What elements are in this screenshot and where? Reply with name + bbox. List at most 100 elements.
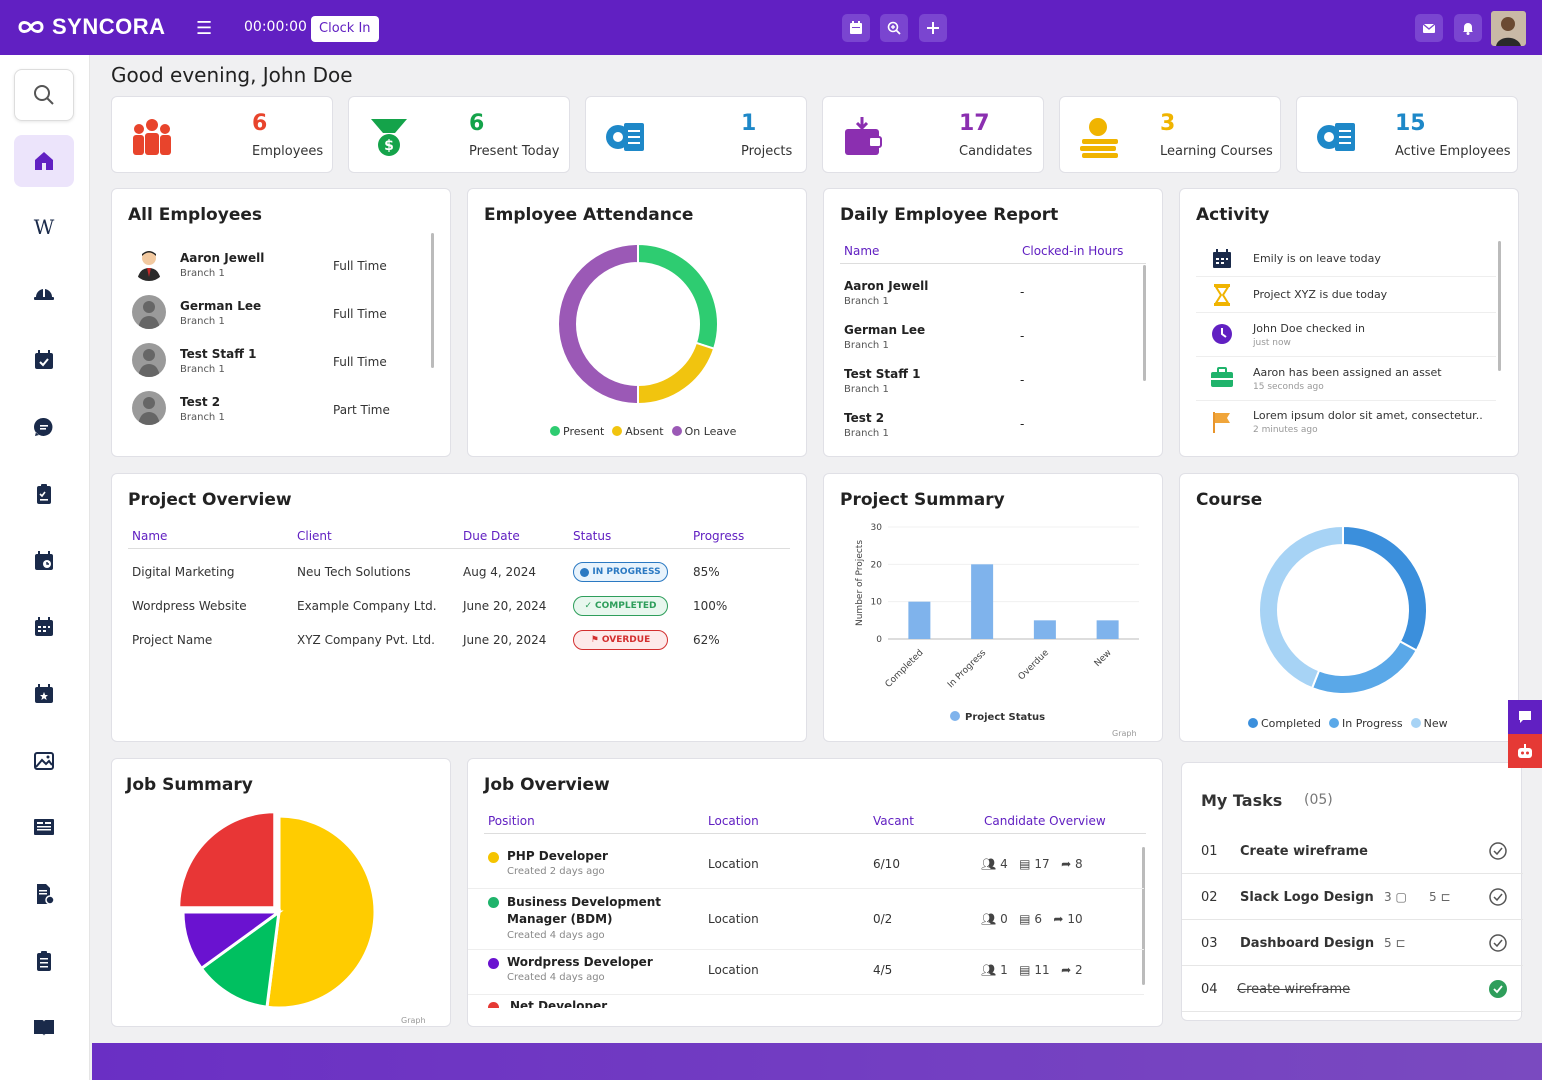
chart-slice[interactable] bbox=[1258, 524, 1344, 690]
sidebar-item-library[interactable] bbox=[14, 1001, 74, 1053]
stat-label: Employees bbox=[252, 144, 324, 159]
list-item[interactable]: Test 2 Branch 1 Part Time bbox=[132, 391, 422, 431]
task-check-icon[interactable] bbox=[1488, 933, 1508, 953]
table-row[interactable]: Business Development Manager (BDM) Creat… bbox=[468, 890, 1144, 950]
chart-slice[interactable] bbox=[1310, 639, 1418, 695]
task-check-icon[interactable] bbox=[1488, 841, 1508, 861]
attendance-donut-chart[interactable] bbox=[548, 234, 728, 414]
activity-item[interactable]: Emily is on leave today bbox=[1196, 241, 1496, 277]
task-check-icon[interactable] bbox=[1488, 887, 1508, 907]
stat-card-employees[interactable]: 6 Employees bbox=[111, 96, 333, 173]
activity-item[interactable]: John Doe checked in just now bbox=[1196, 313, 1496, 357]
sidebar-item-schedule[interactable] bbox=[14, 535, 74, 587]
document-icon: ▤ bbox=[1019, 912, 1031, 926]
activity-item[interactable]: Project XYZ is due today bbox=[1196, 277, 1496, 313]
chat-fab[interactable] bbox=[1508, 700, 1542, 734]
table-row[interactable]: Digital Marketing Neu Tech Solutions Aug… bbox=[112, 560, 808, 590]
sidebar-item-attendance[interactable] bbox=[14, 334, 74, 386]
legend-item[interactable]: In Progress bbox=[1329, 717, 1403, 730]
table-row[interactable]: Wordpress Developer Created 4 days ago L… bbox=[468, 951, 1144, 995]
job-location: Location bbox=[708, 912, 759, 926]
list-item[interactable]: German Lee Branch 1 Full Time bbox=[132, 295, 422, 335]
notifications-button[interactable] bbox=[1454, 14, 1482, 42]
stat-card-candidates[interactable]: 17 Candidates bbox=[822, 96, 1044, 173]
table-row[interactable]: Test 2 Branch 1 - bbox=[844, 411, 1124, 447]
add-button[interactable] bbox=[919, 14, 947, 42]
task-done-icon[interactable] bbox=[1488, 979, 1508, 999]
legend-item[interactable]: On Leave bbox=[671, 425, 736, 438]
chart-slice[interactable] bbox=[177, 810, 277, 910]
list-item[interactable]: Test Staff 1 Branch 1 Full Time bbox=[132, 343, 422, 383]
chart-slice[interactable] bbox=[637, 242, 719, 350]
project-summary-bar-chart[interactable]: 0 10 20 30 Number of Projects Completed In Pro… bbox=[824, 514, 1164, 739]
sidebar-item-news[interactable] bbox=[14, 801, 74, 853]
team-icon bbox=[133, 119, 171, 155]
sidebar-item-calendar[interactable] bbox=[14, 601, 74, 653]
course-donut-chart[interactable] bbox=[1257, 524, 1429, 696]
job-summary-pie-chart[interactable] bbox=[174, 807, 384, 1017]
table-row[interactable]: PHP Developer Created 2 days ago Locatio… bbox=[468, 845, 1144, 889]
stat-label: Present Today bbox=[469, 144, 560, 159]
user-avatar[interactable] bbox=[1491, 11, 1526, 46]
chart-slice[interactable] bbox=[265, 814, 377, 1010]
sidebar-search-button[interactable] bbox=[14, 69, 74, 121]
chart-slice[interactable] bbox=[1342, 524, 1428, 652]
table-row[interactable]: Net Developer bbox=[468, 996, 1144, 1008]
calendar-check-icon bbox=[35, 350, 53, 369]
calendar-clock-icon bbox=[35, 551, 53, 570]
chart-bar[interactable] bbox=[1033, 620, 1056, 639]
chart-slice[interactable] bbox=[199, 908, 281, 1009]
bot-fab[interactable] bbox=[1508, 734, 1542, 768]
sidebar-item-reports-settings[interactable] bbox=[14, 868, 74, 920]
chart-bar[interactable] bbox=[971, 564, 994, 639]
scrollbar[interactable] bbox=[1143, 265, 1146, 381]
zoom-button[interactable] bbox=[880, 14, 908, 42]
messages-button[interactable] bbox=[1415, 14, 1443, 42]
legend-item[interactable]: Absent bbox=[612, 425, 664, 438]
stat-card-projects[interactable]: 1 Projects bbox=[585, 96, 807, 173]
task-row[interactable]: 02 Slack Logo Design 3 ▢ 5 ⊏ bbox=[1182, 875, 1523, 920]
project-summary-card: Project Summary 0 10 20 30 Number of Project… bbox=[823, 473, 1163, 742]
job-vacant: 6/10 bbox=[873, 857, 900, 871]
task-name: Create wireframe bbox=[1237, 982, 1351, 997]
scrollbar[interactable] bbox=[431, 233, 434, 368]
calendar-button[interactable] bbox=[842, 14, 870, 42]
scrollbar[interactable] bbox=[1498, 241, 1501, 371]
sidebar-item-helmet[interactable] bbox=[14, 267, 74, 319]
table-row[interactable]: Aaron Jewell Branch 1 - bbox=[844, 279, 1124, 315]
chart-slice[interactable] bbox=[637, 341, 716, 406]
menu-toggle-icon[interactable]: ☰ bbox=[196, 18, 213, 39]
task-row[interactable]: 03 Dashboard Design 5 ⊏ bbox=[1182, 921, 1523, 966]
stat-card-learning-courses[interactable]: 3 Learning Courses bbox=[1059, 96, 1281, 173]
sidebar-item-home[interactable] bbox=[14, 135, 74, 187]
activity-item[interactable]: Aaron has been assigned an asset 15 seco… bbox=[1196, 357, 1496, 401]
legend-item[interactable]: Present bbox=[550, 425, 604, 438]
chart-slice[interactable] bbox=[557, 242, 639, 406]
sidebar-item-events[interactable] bbox=[14, 668, 74, 720]
table-row[interactable]: Project Name XYZ Company Pvt. Ltd. June … bbox=[112, 628, 808, 658]
sidebar-item-tasks[interactable] bbox=[14, 468, 74, 520]
stat-card-present-today[interactable]: $ 6 Present Today bbox=[348, 96, 570, 173]
list-item[interactable]: Aaron Jewell Branch 1 Full Time bbox=[132, 247, 422, 287]
scrollbar[interactable] bbox=[1142, 847, 1145, 985]
task-row[interactable]: 04 Create wireframe bbox=[1182, 967, 1523, 1012]
legend-item[interactable]: Completed bbox=[1248, 717, 1321, 730]
table-row[interactable]: German Lee Branch 1 - bbox=[844, 323, 1124, 359]
legend-item[interactable]: New bbox=[1410, 717, 1448, 730]
sidebar-item-chat[interactable] bbox=[14, 401, 74, 453]
chart-bar[interactable] bbox=[908, 601, 931, 639]
task-row[interactable]: 01 Create wireframe bbox=[1182, 829, 1523, 874]
clock-in-button[interactable]: Clock In bbox=[311, 16, 379, 42]
chart-legend[interactable]: Project Status bbox=[950, 711, 1045, 723]
stat-card-active-employees[interactable]: 15 Active Employees bbox=[1296, 96, 1518, 173]
sidebar-item-gallery[interactable] bbox=[14, 735, 74, 787]
chart-slice[interactable] bbox=[181, 910, 284, 971]
logo[interactable]: SYNCORA bbox=[16, 14, 166, 40]
activity-item[interactable]: Lorem ipsum dolor sit amet, consectetur.… bbox=[1196, 401, 1496, 441]
table-row[interactable]: Test Staff 1 Branch 1 - bbox=[844, 367, 1124, 403]
table-row[interactable]: Wordpress Website Example Company Ltd. J… bbox=[112, 594, 808, 624]
sidebar-item-wiki[interactable]: W bbox=[14, 201, 74, 253]
sidebar-item-checklist[interactable] bbox=[14, 935, 74, 987]
chart-bar[interactable] bbox=[1096, 620, 1119, 639]
legend-swatch bbox=[950, 711, 960, 721]
